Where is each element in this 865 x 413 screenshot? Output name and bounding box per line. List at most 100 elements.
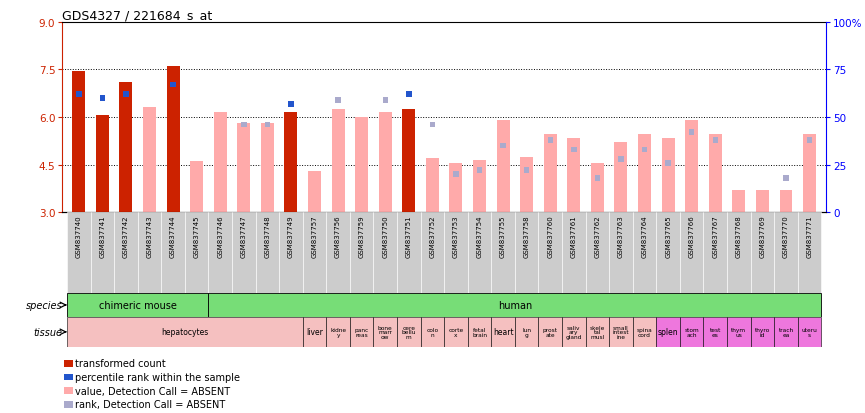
Bar <box>255 213 279 293</box>
Text: GSM837763: GSM837763 <box>618 215 624 258</box>
Bar <box>774 213 798 293</box>
Text: GSM837742: GSM837742 <box>123 215 129 258</box>
Text: GSM837748: GSM837748 <box>265 215 271 258</box>
Bar <box>167 67 180 213</box>
Text: skele
tal
musl: skele tal musl <box>590 325 606 339</box>
Text: thyro
id: thyro id <box>755 328 770 337</box>
Bar <box>807 138 812 143</box>
Text: lun
g: lun g <box>522 328 531 337</box>
Bar <box>713 138 718 143</box>
Bar <box>379 113 392 213</box>
Text: GSM837746: GSM837746 <box>217 215 223 258</box>
Bar <box>798 213 822 293</box>
Bar <box>544 135 557 213</box>
Bar <box>594 176 600 181</box>
Bar <box>633 317 657 347</box>
Bar <box>468 317 491 347</box>
Bar <box>303 213 326 293</box>
Bar <box>190 162 203 213</box>
Bar <box>99 96 105 102</box>
Text: GSM837741: GSM837741 <box>99 215 106 258</box>
Text: GSM837752: GSM837752 <box>429 215 435 258</box>
Text: transformed count: transformed count <box>75 358 166 368</box>
Bar <box>64 401 73 408</box>
Bar <box>618 157 624 162</box>
Bar <box>491 213 515 293</box>
Bar <box>500 143 506 149</box>
Bar <box>727 213 751 293</box>
Bar <box>638 135 651 213</box>
Bar <box>609 213 633 293</box>
Bar <box>119 83 132 213</box>
Bar <box>586 317 609 347</box>
Bar <box>208 213 232 293</box>
Bar <box>382 98 388 104</box>
Bar <box>586 213 609 293</box>
Text: GSM837749: GSM837749 <box>288 215 294 258</box>
Bar <box>114 213 138 293</box>
Text: cere
bellu
m: cere bellu m <box>401 325 416 339</box>
Text: small
intest
ine: small intest ine <box>612 325 630 339</box>
Bar <box>64 374 73 380</box>
Text: GSM837761: GSM837761 <box>571 215 577 258</box>
Bar <box>430 123 435 128</box>
Bar <box>515 317 539 347</box>
Bar <box>497 121 509 213</box>
Text: GSM837756: GSM837756 <box>335 215 341 258</box>
Bar <box>331 110 344 213</box>
Bar <box>524 168 529 174</box>
Bar <box>67 293 208 317</box>
Bar <box>374 213 397 293</box>
Bar <box>402 110 415 213</box>
Text: GSM837740: GSM837740 <box>76 215 82 258</box>
Bar <box>64 387 73 394</box>
Bar <box>657 317 680 347</box>
Bar <box>733 190 746 213</box>
Bar <box>703 317 727 347</box>
Bar <box>515 213 539 293</box>
Bar <box>803 135 816 213</box>
Bar <box>123 92 129 98</box>
Bar <box>562 317 586 347</box>
Bar <box>397 317 420 347</box>
Text: uteru
s: uteru s <box>802 328 817 337</box>
Bar <box>633 213 657 293</box>
Bar <box>756 190 769 213</box>
Bar <box>185 213 208 293</box>
Text: GSM837750: GSM837750 <box>382 215 388 258</box>
Text: GSM837767: GSM837767 <box>712 215 718 258</box>
Text: GSM837743: GSM837743 <box>146 215 152 258</box>
Bar <box>73 72 86 213</box>
Text: species: species <box>26 300 62 310</box>
Text: human: human <box>497 300 532 310</box>
Bar <box>232 213 255 293</box>
Bar <box>751 317 774 347</box>
Text: tissue: tissue <box>34 327 62 337</box>
Bar <box>420 213 445 293</box>
Text: GSM837769: GSM837769 <box>759 215 766 258</box>
Bar <box>261 124 274 213</box>
Bar <box>571 147 577 153</box>
Bar <box>689 130 695 136</box>
Text: chimeric mouse: chimeric mouse <box>99 300 176 310</box>
Bar <box>685 121 698 213</box>
Bar <box>214 113 227 213</box>
Bar <box>680 213 703 293</box>
Bar <box>349 317 374 347</box>
Bar <box>548 138 553 143</box>
Text: GSM837745: GSM837745 <box>194 215 200 258</box>
Bar <box>208 293 822 317</box>
Text: trach
ea: trach ea <box>778 328 793 337</box>
Bar <box>303 317 326 347</box>
Bar <box>567 138 580 213</box>
Bar <box>420 317 445 347</box>
Bar <box>406 92 412 98</box>
Bar <box>614 143 627 213</box>
Text: thym
us: thym us <box>731 328 746 337</box>
Bar <box>374 317 397 347</box>
Text: percentile rank within the sample: percentile rank within the sample <box>75 372 240 382</box>
Bar <box>779 190 792 213</box>
Bar <box>349 213 374 293</box>
Text: colo
n: colo n <box>426 328 439 337</box>
Bar <box>397 213 420 293</box>
